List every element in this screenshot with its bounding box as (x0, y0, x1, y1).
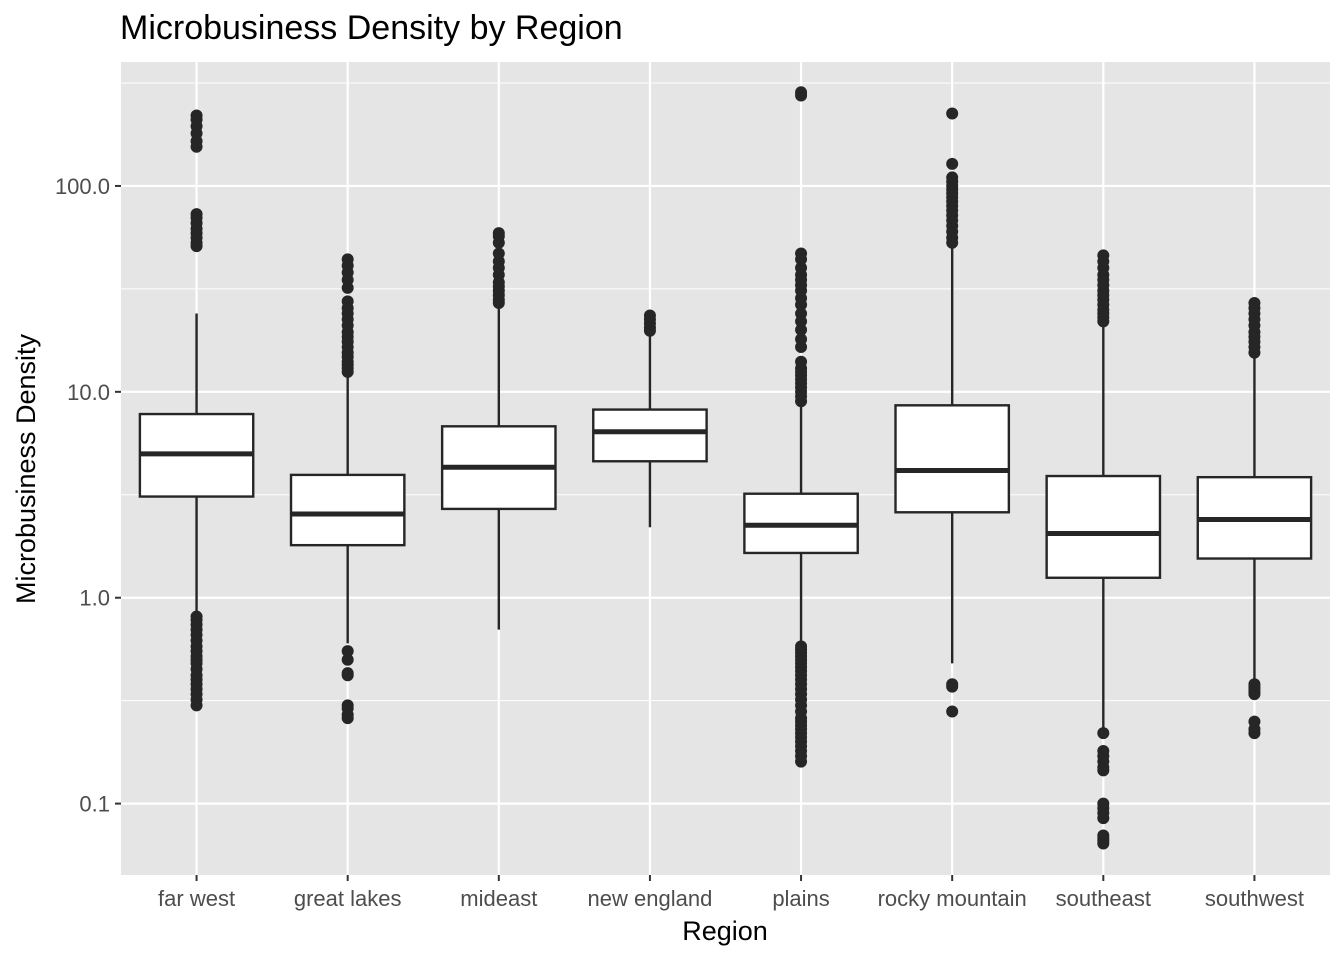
chart-title: Microbusiness Density by Region (120, 9, 623, 47)
outlier-point (1097, 797, 1110, 810)
x-axis-title: Region (682, 916, 768, 946)
box-great-lakes (289, 253, 406, 725)
outlier-point (341, 667, 354, 680)
y-tick-label: 100.0 (55, 174, 110, 199)
outlier-point (946, 705, 959, 718)
outlier-point (341, 699, 354, 712)
outlier-point (1248, 678, 1261, 691)
plot-panel (121, 62, 1330, 875)
x-tick-label: far west (158, 886, 235, 911)
outlier-point (795, 333, 808, 346)
boxes-layer (138, 86, 1313, 850)
outlier-point (341, 645, 354, 658)
x-tick-label: southwest (1205, 886, 1304, 911)
outlier-point (190, 109, 203, 122)
iqr-box (289, 473, 406, 547)
outlier-point (341, 253, 354, 266)
outlier-point (492, 247, 505, 260)
x-tick-label: southeast (1056, 886, 1151, 911)
outlier-point (946, 107, 959, 120)
iqr-box (592, 408, 708, 463)
x-tick-label: rocky mountain (878, 886, 1027, 911)
x-tick-label: great lakes (294, 886, 402, 911)
x-tick-label: plains (772, 886, 829, 911)
outlier-point (1097, 745, 1110, 758)
y-axis: 0.1 1.0 10.0 100.0 (55, 174, 121, 817)
outlier-point (946, 157, 959, 170)
outlier-point (1097, 727, 1110, 740)
outlier-point (1248, 297, 1261, 310)
outlier-point (1248, 715, 1261, 728)
box-rocky-mountain (894, 107, 1011, 718)
y-tick-label: 1.0 (79, 586, 110, 611)
outlier-point (190, 610, 203, 623)
outlier-point (190, 208, 203, 221)
box-plains (743, 86, 859, 768)
outlier-point (795, 247, 808, 260)
outlier-point (795, 640, 808, 653)
box-new-england (592, 309, 708, 528)
x-tick-label: new england (588, 886, 713, 911)
box-southwest (1196, 297, 1313, 740)
outlier-point (795, 86, 808, 99)
y-tick-label: 10.0 (67, 380, 110, 405)
outlier-point (1097, 829, 1110, 842)
box-southeast (1045, 249, 1162, 850)
x-tick-label: mideast (460, 886, 537, 911)
x-axis: far west great lakes mideast new england pla… (158, 875, 1304, 911)
outlier-point (946, 678, 959, 691)
y-axis-title: Microbusiness Density (11, 333, 41, 604)
outlier-point (795, 323, 808, 336)
outlier-point (795, 355, 808, 368)
y-tick-label: 0.1 (79, 792, 110, 817)
outlier-point (795, 261, 808, 274)
box-mideast (440, 227, 557, 630)
outlier-point (341, 295, 354, 308)
outlier-point (1097, 249, 1110, 262)
iqr-box (894, 404, 1011, 514)
outlier-point (341, 653, 354, 666)
outlier-point (946, 171, 959, 184)
outlier-point (795, 307, 808, 320)
box-far-west (138, 109, 255, 712)
outlier-point (643, 309, 656, 322)
iqr-box (1045, 474, 1162, 579)
outlier-point (492, 227, 505, 240)
